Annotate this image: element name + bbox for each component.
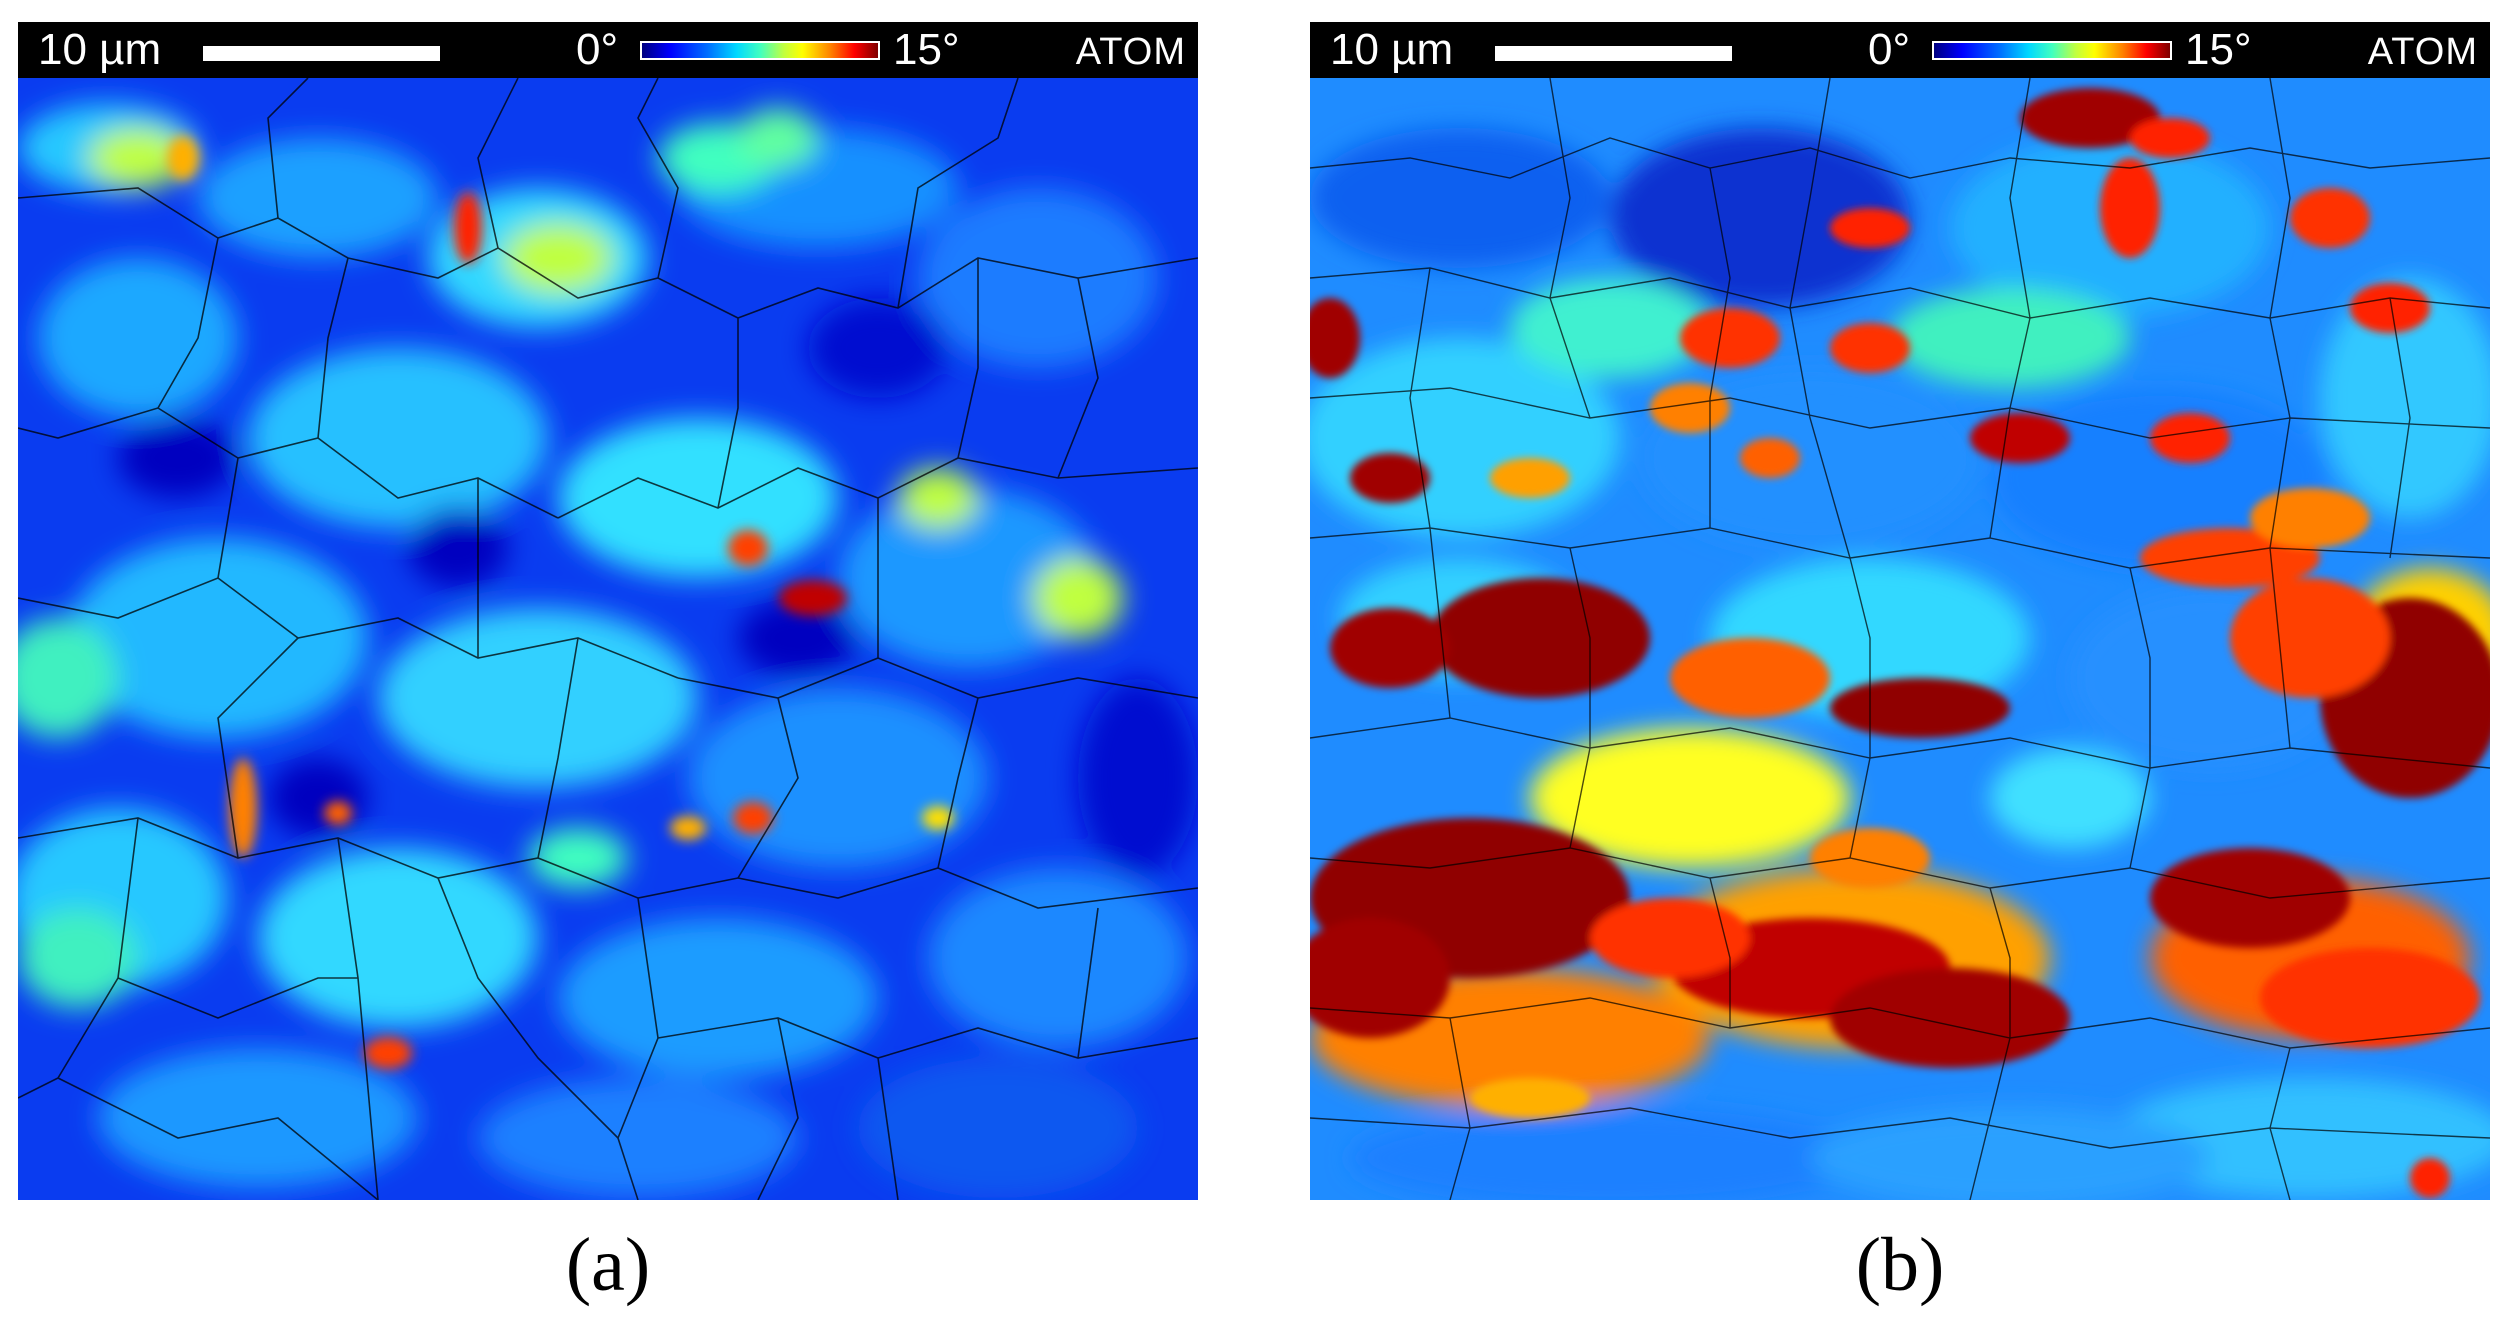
panel-caption-a: (a): [565, 1223, 651, 1307]
scale-bar: [203, 46, 440, 61]
colorbar-min-label: 0°: [1868, 25, 1911, 74]
scale-bar-label: 10 µm: [1330, 25, 1454, 74]
map-a-svg: [18, 78, 1198, 1200]
colorbar-min-label: 0°: [576, 25, 619, 74]
colorbar: [1932, 41, 2172, 60]
misorientation-map-image: [18, 78, 1198, 1200]
panel-caption-b: (b): [1855, 1223, 1945, 1307]
misorientation-map-image: [1310, 78, 2490, 1200]
map-b-svg: [1310, 78, 2490, 1200]
colorbar: [640, 41, 880, 60]
scale-bar-label: 10 µm: [38, 25, 162, 74]
brand-label: ATOM: [1075, 31, 1186, 73]
brand-label: ATOM: [2367, 31, 2478, 73]
map-header-bar: 10 µm 0° 15° ATOM: [1310, 22, 2490, 78]
map-header-bar: 10 µm 0° 15° ATOM: [18, 22, 1198, 78]
misorientation-map-panel-a: 10 µm 0° 15° ATOM: [18, 22, 1198, 1200]
misorientation-map-panel-b: 10 µm 0° 15° ATOM: [1310, 22, 2490, 1200]
colorbar-max-label: 15°: [893, 25, 960, 74]
scale-bar: [1495, 46, 1732, 61]
colorbar-max-label: 15°: [2185, 25, 2252, 74]
